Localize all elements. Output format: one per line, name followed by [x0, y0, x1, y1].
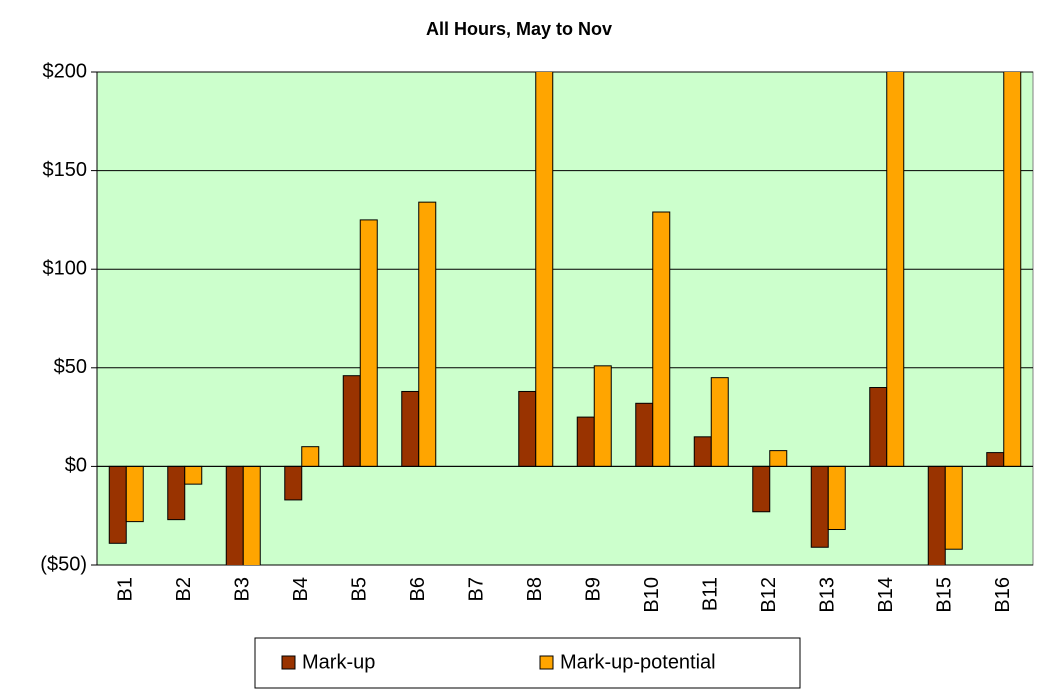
y-tick-label: $100 — [43, 257, 88, 279]
y-tick-label: $0 — [65, 455, 87, 477]
x-tick-label: B14 — [875, 577, 897, 613]
bar — [535, 72, 554, 467]
y-tick-label: $50 — [54, 356, 87, 378]
bar — [125, 465, 144, 523]
x-tick-label: B16 — [992, 577, 1014, 613]
legend-swatch — [539, 655, 554, 670]
bar — [242, 465, 261, 565]
x-tick-label: B11 — [700, 577, 722, 611]
x-tick-label: B15 — [934, 577, 956, 613]
bar — [359, 219, 378, 467]
bar — [225, 465, 244, 565]
bar — [710, 377, 729, 467]
bar — [418, 201, 437, 467]
x-tick-label: B10 — [641, 577, 663, 613]
bar — [284, 465, 303, 501]
bar — [769, 450, 788, 467]
x-tick-label: B13 — [817, 577, 839, 613]
bar — [593, 365, 612, 467]
bar — [810, 465, 829, 548]
bar — [869, 387, 888, 467]
y-tick-label: ($50) — [40, 553, 87, 575]
bar — [635, 402, 654, 467]
x-tick-label: B1 — [115, 577, 137, 601]
x-tick-label: B8 — [524, 577, 546, 601]
bar — [342, 375, 361, 467]
y-tick-label: $200 — [43, 60, 88, 82]
x-tick-label: B3 — [232, 577, 254, 601]
bar — [518, 390, 537, 467]
bar — [827, 465, 846, 531]
bar — [1003, 72, 1022, 467]
bar — [652, 211, 671, 467]
legend-label: Mark-up — [302, 651, 375, 673]
x-tick-label: B7 — [466, 577, 488, 601]
y-tick-label: $150 — [43, 159, 88, 181]
legend-label: Mark-up-potential — [560, 651, 716, 673]
x-tick-label: B2 — [173, 577, 195, 601]
bar — [752, 465, 771, 513]
x-tick-label: B9 — [583, 577, 605, 601]
bar — [927, 465, 946, 565]
bar — [693, 436, 712, 467]
bar — [108, 465, 127, 544]
x-tick-label: B12 — [758, 577, 780, 613]
x-tick-label: B6 — [407, 577, 429, 601]
bar — [184, 465, 203, 485]
x-tick-label: B4 — [290, 577, 312, 601]
bar — [986, 452, 1005, 467]
chart-title: All Hours, May to Nov — [426, 19, 612, 39]
bar — [401, 390, 420, 467]
legend-swatch — [281, 655, 296, 670]
x-tick-label: B5 — [349, 577, 371, 601]
bar — [167, 465, 186, 521]
legend — [254, 637, 801, 689]
bar — [301, 446, 320, 467]
bar — [886, 72, 905, 467]
bar — [576, 416, 595, 467]
bar — [944, 465, 963, 550]
